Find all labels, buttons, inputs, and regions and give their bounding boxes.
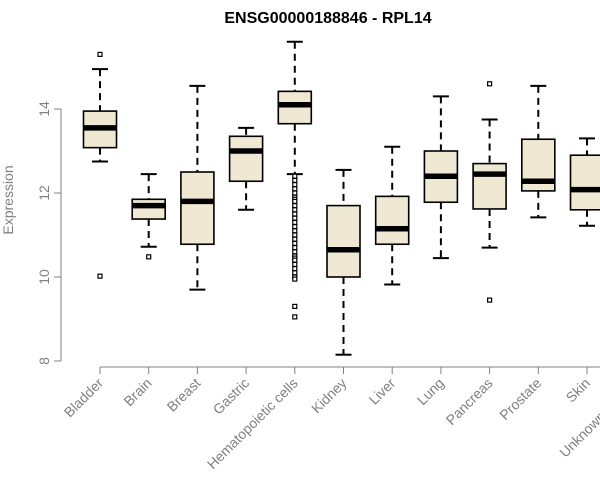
x-tick-label: Brain — [120, 375, 154, 409]
box-group — [472, 81, 507, 303]
outlier-point — [292, 224, 298, 230]
box-group — [82, 51, 118, 279]
outlier-point — [292, 245, 298, 251]
outlier-point — [292, 186, 298, 192]
box — [228, 135, 264, 183]
outlier-point — [146, 254, 152, 260]
box-group — [520, 84, 556, 219]
x-tick-label: Gastric — [210, 375, 253, 418]
outlier-point — [292, 198, 298, 204]
box-group — [131, 173, 166, 260]
outlier-point — [292, 257, 298, 263]
x-tick-label: Lung — [414, 375, 447, 408]
x-tick-label: Pancreas — [443, 375, 496, 428]
chart-title: ENSG00000188846 - RPL14 — [224, 10, 431, 27]
box — [569, 154, 600, 211]
outlier-point — [292, 232, 298, 238]
plot-area — [82, 40, 600, 356]
outlier-point — [292, 203, 298, 209]
box — [180, 171, 215, 246]
box — [374, 195, 410, 246]
box — [472, 162, 507, 210]
outlier-point — [292, 173, 298, 179]
x-tick-label: Skin — [563, 375, 594, 406]
box — [131, 198, 166, 220]
y-axis-label: Expression — [0, 165, 16, 234]
outlier-point — [292, 211, 298, 217]
outlier-point — [292, 276, 298, 282]
outlier-point — [292, 240, 298, 246]
y-axis: 8 10 12 14 — [36, 101, 62, 365]
x-tick-label: Liver — [366, 375, 399, 408]
outlier-point — [292, 266, 298, 272]
outlier-point — [292, 270, 298, 276]
outlier-point — [292, 261, 298, 267]
outlier-point — [292, 249, 298, 255]
box-group — [277, 40, 313, 320]
x-tick-label: Kidney — [308, 375, 350, 417]
x-tick-label: Bladder — [61, 375, 107, 421]
outlier-point — [292, 303, 298, 309]
y-tick-label: 8 — [36, 357, 52, 365]
x-tick-label: Breast — [164, 375, 204, 415]
y-tick-label: 12 — [36, 185, 52, 201]
box-group — [423, 95, 459, 260]
box-group — [569, 137, 600, 227]
outlier-point — [487, 81, 493, 87]
box-group — [374, 145, 410, 286]
box-group — [326, 168, 361, 356]
box — [326, 204, 361, 278]
outlier-point — [292, 236, 298, 242]
outlier-point — [292, 314, 298, 320]
outlier-point — [292, 207, 298, 213]
outlier-point — [292, 215, 298, 221]
x-tick-label: Hematopoietic cells — [204, 375, 301, 472]
outlier-point — [292, 182, 298, 188]
outlier-point — [487, 297, 493, 303]
outlier-point — [292, 219, 298, 225]
outlier-point — [97, 273, 103, 279]
y-tick-label: 10 — [36, 269, 52, 285]
box-group — [180, 84, 215, 291]
outlier-point — [292, 190, 298, 196]
x-tick-label: Prostate — [496, 375, 544, 423]
outlier-point — [292, 228, 298, 234]
outlier-point — [292, 177, 298, 183]
box-group — [228, 126, 264, 211]
outlier-point — [97, 51, 103, 58]
y-tick-label: 14 — [36, 101, 52, 117]
